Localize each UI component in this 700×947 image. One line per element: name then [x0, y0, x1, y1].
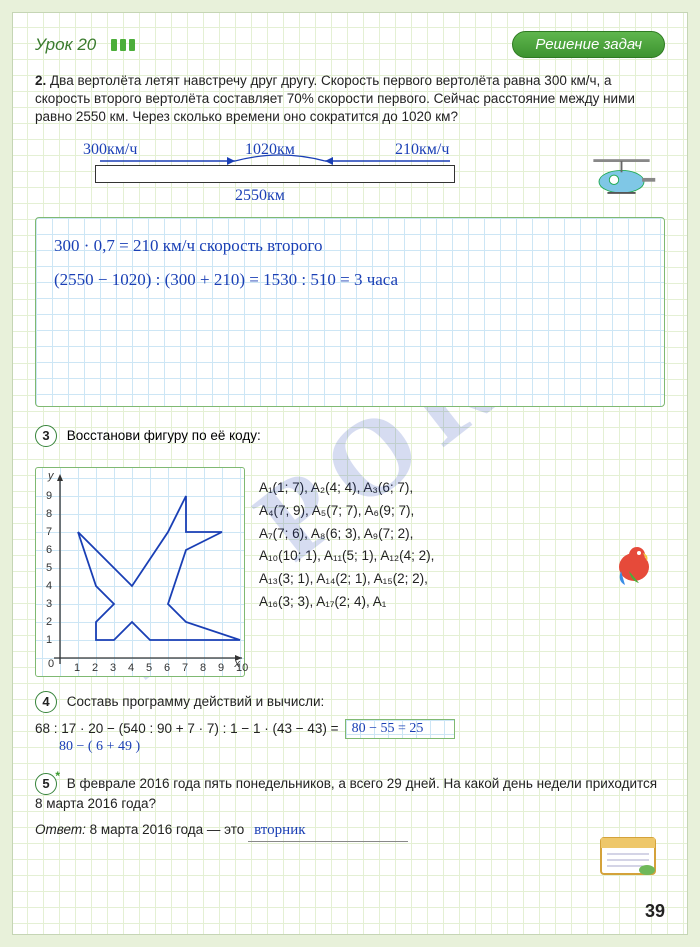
points-line: A₇(7; 6), A₈(6; 3), A₉(7; 2), [259, 523, 665, 546]
problem-4-expr-row: 68 : 17 · 20 − (540 : 90 + 7 · 7) : 1 − … [35, 719, 665, 739]
problem-5: 5* В феврале 2016 года пять понедельнико… [35, 773, 665, 842]
problem-3-body: y x 0 123456789 12345678910 A₁(1; 7), A₂… [35, 467, 665, 677]
origin-label: 0 [48, 658, 54, 670]
problem-2-diagram: 300км/ч 1020км 210км/ч 2550км [35, 137, 665, 207]
parrot-icon [609, 541, 659, 587]
problem-3: 3 Восстанови фигуру по её коду: y x 0 12… [35, 425, 665, 677]
problem-4-title: Составь программу действий и вычисли: [67, 694, 325, 709]
diagram-total: 2550км [235, 187, 285, 205]
calendar-icon [597, 830, 659, 878]
topic-pill: Решение задач [512, 31, 665, 58]
points-line: A₁₆(3; 3), A₁₇(2; 4), A₁ [259, 591, 665, 614]
work-line-2: (2550 − 1020) : (300 + 210) = 1530 : 510… [54, 270, 646, 290]
problem-4-num: 4 [35, 691, 57, 713]
problem-5-answer-line: Ответ: 8 марта 2016 года — это вторник [35, 820, 665, 842]
page-header: Урок 20 Решение задач [35, 31, 665, 58]
problem-2-text: 2. Два вертолёта летят навстречу друг др… [35, 72, 665, 127]
problem-2-body: Два вертолёта летят навстречу друг другу… [35, 73, 635, 124]
problem-2: 2. Два вертолёта летят навстречу друг др… [35, 72, 665, 407]
problem-2-num: 2. [35, 73, 46, 88]
answer-prefix: 8 марта 2016 года — это [90, 822, 245, 837]
problem-4: 4 Составь программу действий и вычисли: … [35, 691, 665, 755]
helicopter-icon [584, 153, 659, 201]
problem-5-num: 5* [35, 773, 57, 795]
work-line-1: 300 · 0,7 = 210 км/ч скорость второго [54, 236, 646, 256]
points-list: A₁(1; 7), A₂(4; 4), A₃(6; 7),A₄(7; 9), A… [259, 467, 665, 615]
problem-5-answer: вторник [248, 820, 408, 842]
workbook-page: ЕУРОКИ Урок 20 Решение задач 2. Два верт… [12, 12, 688, 935]
problem-3-num: 3 [35, 425, 57, 447]
points-line: A₄(7; 9), A₅(7; 7), A₆(9; 7), [259, 500, 665, 523]
points-line: A₁₀(10; 1), A₁₁(5; 1), A₁₂(4; 2), [259, 545, 665, 568]
problem-3-header: 3 Восстанови фигуру по её коду: [35, 425, 665, 447]
answer-label: Ответ: [35, 822, 86, 837]
coord-plot: y x 0 123456789 12345678910 [35, 467, 245, 677]
points-line: A₁₃(3; 1), A₁₄(2; 1), A₁₅(2; 2), [259, 568, 665, 591]
problem-4-steps: 80 − ( 6 + 49 ) [59, 739, 665, 755]
header-dots [111, 39, 135, 51]
diagram-arrows [95, 151, 455, 171]
lesson-label: Урок 20 [35, 35, 96, 54]
lesson-block: Урок 20 [35, 35, 135, 55]
problem-4-expression: 68 : 17 · 20 − (540 : 90 + 7 · 7) : 1 − … [35, 721, 339, 736]
problem-5-text: В феврале 2016 года пять понедельников, … [35, 776, 657, 811]
problem-2-workgrid: 300 · 0,7 = 210 км/ч скорость второго (2… [35, 217, 665, 407]
problem-3-title: Восстанови фигуру по её коду: [67, 428, 261, 443]
problem-4-answer: 80 − 55 = 25 [345, 719, 455, 739]
points-line: A₁(1; 7), A₂(4; 4), A₃(6; 7), [259, 477, 665, 500]
page-number: 39 [645, 901, 665, 922]
coord-svg [36, 468, 246, 678]
y-axis-label: y [48, 470, 54, 482]
